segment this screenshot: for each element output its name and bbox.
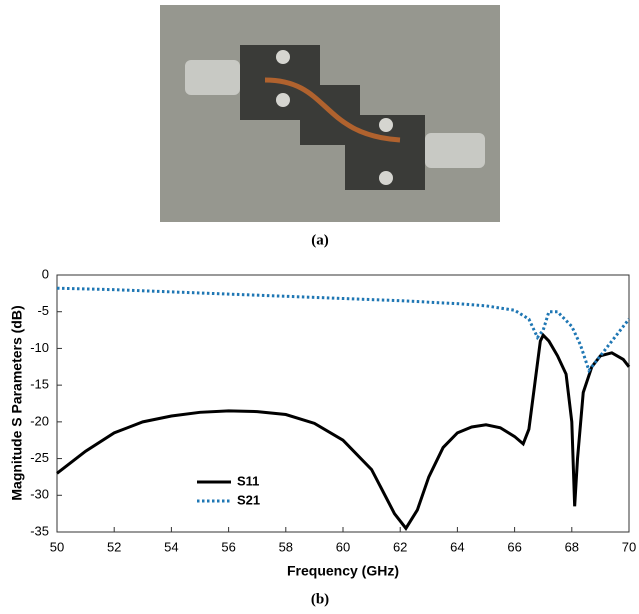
line (56, 286, 631, 374)
line (56, 332, 631, 531)
y-tick-label: -5 (37, 303, 49, 318)
legend-label: S11 (237, 473, 259, 488)
y-tick-label: -30 (30, 487, 49, 502)
legend-label: S21 (237, 492, 260, 507)
plot-frame (56, 274, 630, 533)
y-axis-label: Magnitude S Parameters (dB) (9, 305, 25, 500)
x-tick-label: 68 (565, 539, 579, 554)
x-tick-label: 58 (279, 539, 293, 554)
x-tick-label: 60 (336, 539, 350, 554)
y-tick-label: -35 (30, 523, 49, 538)
x-tick-label: 70 (622, 539, 636, 554)
y-tick-label: -25 (30, 450, 49, 465)
caption: (a) (311, 232, 329, 248)
x-tick-label: 56 (221, 539, 235, 554)
caption: (b) (311, 591, 329, 607)
x-tick-label: 50 (50, 539, 64, 554)
x-tick-label: 64 (450, 539, 464, 554)
x-tick-label: 52 (107, 539, 121, 554)
photo (160, 5, 500, 222)
x-tick-label: 54 (164, 539, 178, 554)
y-tick-label: -20 (30, 413, 49, 428)
y-tick-label: 0 (42, 266, 49, 281)
y-tick-label: -10 (30, 340, 49, 355)
x-tick-label: 62 (393, 539, 407, 554)
x-tick-label: 66 (507, 539, 521, 554)
x-axis-label: Frequency (GHz) (287, 563, 399, 579)
y-tick-label: -15 (30, 377, 49, 392)
